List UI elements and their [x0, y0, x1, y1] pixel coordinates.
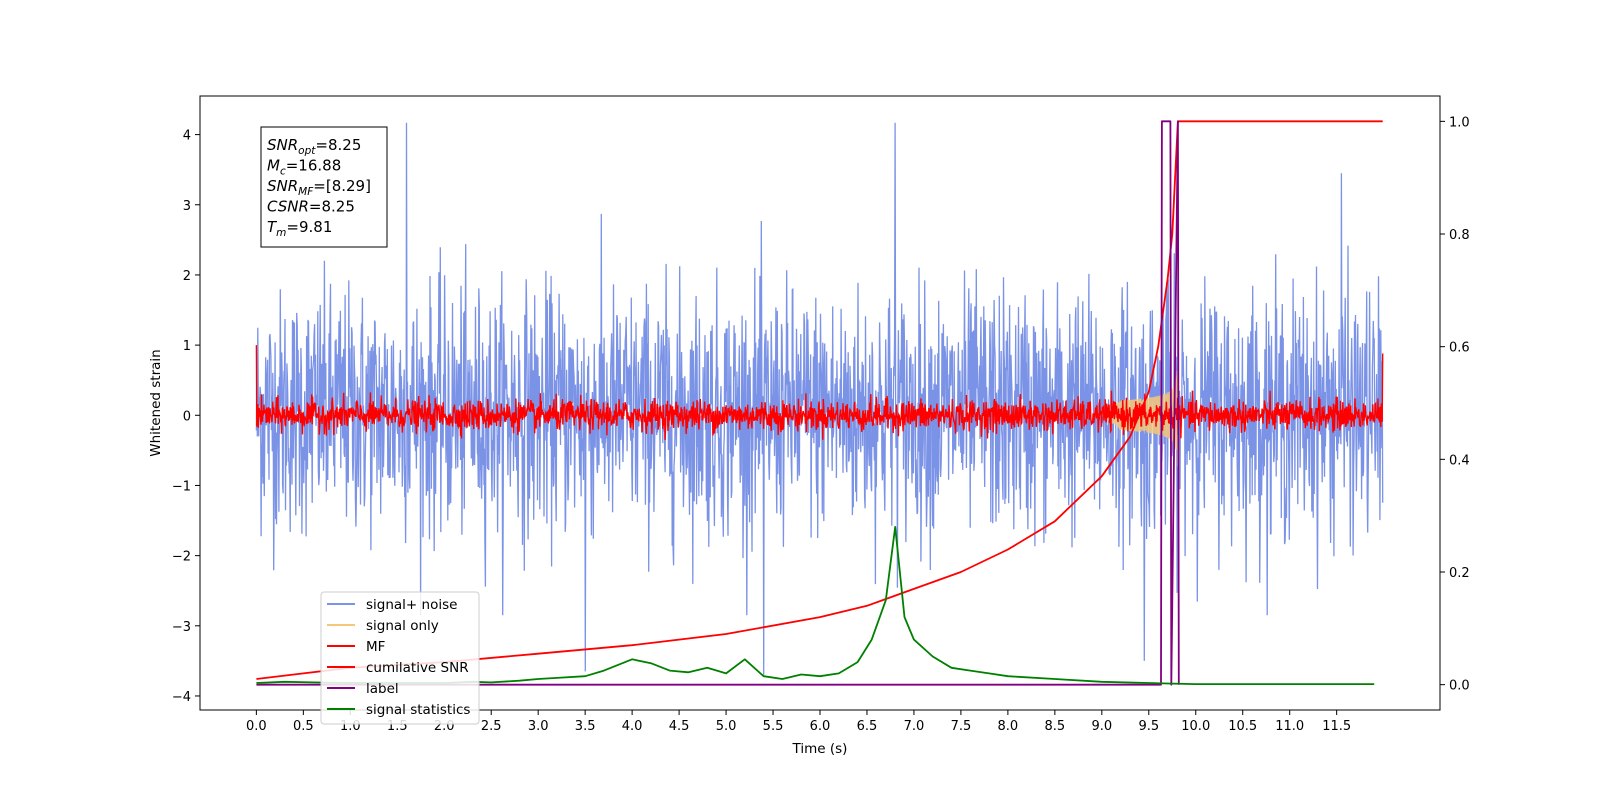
x-tick-label: 3.0: [528, 719, 549, 734]
legend-label: signal statistics: [366, 702, 470, 718]
annotation-line: CSNR=8.25: [267, 198, 355, 216]
annotation-line: SNRMF=[8.29]: [267, 177, 371, 198]
y-axis-label: Whitened strain: [148, 349, 164, 456]
legend-frame: [320, 591, 480, 725]
x-tick-label: 7.5: [951, 719, 972, 734]
x-tick-label: 4.0: [622, 719, 643, 734]
x-tick-label: 2.5: [481, 719, 502, 734]
legend-label: cumilative SNR: [366, 660, 469, 676]
y-tick-label-right: 0.6: [1449, 341, 1470, 356]
annotation-frame: [260, 126, 388, 248]
y-tick-label-left: 2: [183, 269, 191, 284]
y-tick-label-left: −1: [172, 479, 191, 494]
x-tick-label: 9.5: [1138, 719, 1159, 734]
series-signal-statistics: [256, 526, 1375, 685]
x-axis: 0.0 0.5 1.0 1.5 2.0 2.5 3.0 3.5 4.0 4.5 5.0 5.5 6.0 6…: [246, 710, 1351, 734]
legend-label: signal+ noise: [366, 597, 457, 613]
y-tick-label-left: 0: [183, 409, 191, 424]
y-tick-label-left: 3: [183, 199, 191, 214]
x-tick-label: 10.0: [1181, 719, 1210, 734]
legend-label: signal only: [366, 618, 439, 634]
y-axis-left: −4 −3 −2 −1 0 1 2 3 4: [172, 129, 200, 705]
y-tick-label-right: 0.0: [1449, 679, 1470, 694]
x-tick-label: 5.0: [716, 719, 737, 734]
y-axis-right: 0.0 0.2 0.4 0.6 0.8 1.0: [1440, 115, 1470, 694]
annotation-line: Mc=16.88: [267, 157, 341, 178]
y-tick-label-right: 0.4: [1449, 453, 1470, 468]
x-tick-label: 9.0: [1091, 719, 1112, 734]
y-tick-label-left: 1: [183, 339, 191, 354]
x-axis-label: Time (s): [792, 741, 848, 757]
annotation-line: SNRopt=8.25: [267, 136, 361, 157]
y-tick-label-right: 1.0: [1449, 115, 1470, 130]
annotation-line: Tm=9.81: [267, 218, 332, 239]
y-tick-label-left: −3: [172, 620, 191, 635]
y-tick-label-left: −2: [172, 550, 191, 565]
annotation-box: SNRopt=8.25Mc=16.88SNRMF=[8.29]CSNR=8.25…: [260, 126, 388, 248]
x-tick-label: 8.0: [998, 719, 1019, 734]
series-mf: [255, 345, 1384, 440]
y-tick-label-left: 4: [183, 129, 191, 144]
series-label: [256, 120, 1180, 686]
legend-label: label: [366, 681, 399, 697]
y-tick-label-left: −4: [172, 690, 191, 705]
x-tick-label: 0.5: [293, 719, 314, 734]
x-tick-label: 3.5: [575, 719, 596, 734]
y-tick-label-right: 0.8: [1449, 228, 1470, 243]
y-tick-label-right: 0.2: [1449, 566, 1470, 581]
legend: signal+ noise signal only MF cumilative SNR…: [320, 591, 480, 725]
x-tick-label: 11.5: [1322, 719, 1351, 734]
x-tick-label: 11.0: [1275, 719, 1304, 734]
x-tick-label: 6.0: [810, 719, 831, 734]
x-tick-label: 7.0: [904, 719, 925, 734]
x-tick-label: 6.5: [857, 719, 878, 734]
x-tick-label: 4.5: [669, 719, 690, 734]
legend-label: MF: [366, 639, 385, 655]
x-tick-label: 8.5: [1045, 719, 1066, 734]
x-tick-label: 0.0: [246, 719, 267, 734]
x-tick-label: 10.5: [1228, 719, 1257, 734]
x-tick-label: 5.5: [763, 719, 784, 734]
